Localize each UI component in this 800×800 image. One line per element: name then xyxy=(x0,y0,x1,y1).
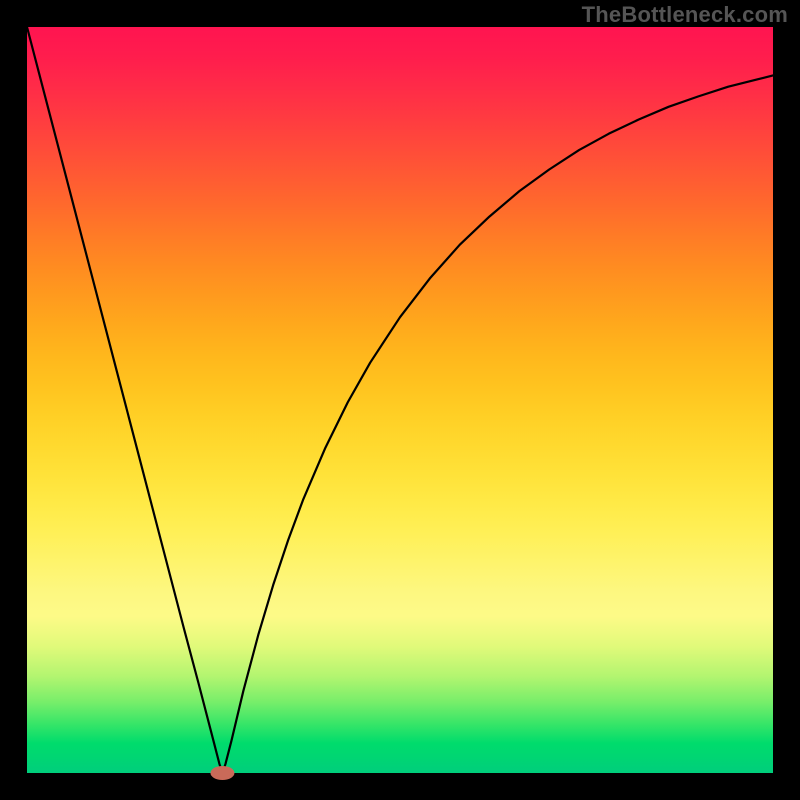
watermark-text: TheBottleneck.com xyxy=(582,2,788,28)
minimum-marker xyxy=(210,766,234,780)
bottleneck-chart xyxy=(0,0,800,800)
chart-background xyxy=(27,27,773,773)
